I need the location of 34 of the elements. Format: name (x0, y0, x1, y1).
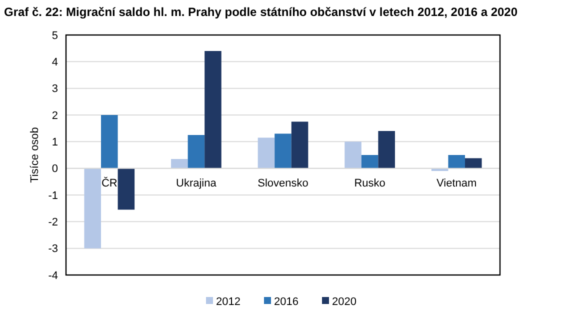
x-tick-label: Rusko (354, 177, 386, 190)
y-tick-label: 4 (52, 56, 58, 69)
legend-label: 2012 (216, 296, 240, 308)
bar (118, 168, 135, 210)
bar (171, 159, 188, 168)
y-tick-label: 2 (52, 110, 58, 122)
x-tick-label: ČR (101, 176, 118, 190)
bar (274, 134, 292, 168)
bar (378, 131, 395, 168)
bar (361, 155, 378, 168)
y-tick-label: 3 (52, 83, 58, 96)
y-tick-label: -2 (48, 216, 58, 229)
y-tick-label: 1 (52, 136, 58, 149)
x-tick-label: Vietnam (436, 177, 477, 190)
bar (204, 51, 222, 168)
legend-label: 2016 (274, 296, 298, 308)
bar (448, 155, 465, 168)
y-tick-label: -4 (48, 270, 58, 282)
bar (101, 115, 118, 168)
y-axis-title: Tisíce osob (29, 127, 41, 183)
bar (291, 122, 308, 168)
y-tick-label: 0 (52, 163, 58, 176)
y-tick-label: -1 (48, 190, 58, 202)
y-tick-label: 5 (52, 30, 58, 42)
bar (188, 135, 205, 168)
bar (258, 138, 275, 168)
x-tick-label: Ukrajina (176, 177, 218, 190)
x-tick-label: Slovensko (258, 177, 308, 190)
bar (344, 142, 362, 168)
bar (84, 168, 102, 248)
chart-title: Graf č. 22: Migrační saldo hl. m. Prahy podle státního občanství v letech 2012, 2016 a 2020 (4, 5, 518, 19)
legend-label: 2020 (332, 296, 356, 308)
bar (464, 158, 482, 168)
y-tick-label: -3 (48, 243, 58, 256)
